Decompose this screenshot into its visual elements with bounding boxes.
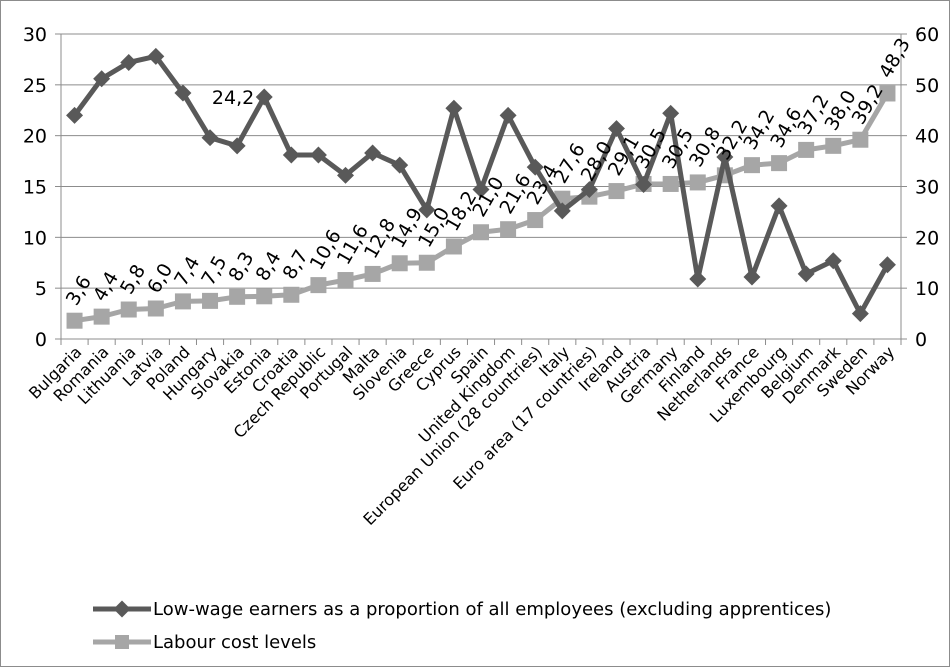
data-point-labour-cost — [256, 288, 273, 305]
data-point-low-wage — [93, 70, 111, 88]
right-tick-label: 40 — [915, 126, 939, 148]
data-point-low-wage — [228, 137, 246, 155]
data-point-labour-cost — [771, 155, 788, 172]
legend-item-low-wage: Low-wage earners as a proportion of all … — [93, 599, 831, 620]
right-tick-label: 30 — [915, 177, 939, 199]
data-point-labour-cost — [445, 238, 462, 255]
data-label-labour-cost: 8,3 — [224, 248, 258, 285]
data-point-labour-cost — [418, 254, 435, 271]
data-point-low-wage — [635, 175, 653, 193]
right-tick-label: 60 — [915, 24, 939, 46]
data-point-labour-cost — [229, 288, 246, 305]
data-point-low-wage — [743, 268, 761, 286]
left-tick-label: 30 — [23, 24, 47, 46]
data-point-low-wage — [878, 256, 896, 274]
right-tick-label: 20 — [915, 227, 939, 249]
data-point-low-wage — [120, 53, 138, 71]
series-low-wage — [66, 47, 896, 323]
axes — [55, 33, 907, 345]
data-point-labour-cost — [364, 265, 381, 282]
series-labour-cost — [66, 85, 896, 329]
data-point-low-wage — [66, 106, 84, 124]
data-label-labour-cost: 7,4 — [170, 253, 204, 290]
data-point-low-wage — [824, 252, 842, 270]
data-point-labour-cost — [391, 255, 408, 272]
data-point-low-wage — [364, 144, 382, 162]
data-point-labour-cost — [852, 131, 869, 148]
data-point-labour-cost — [120, 301, 137, 318]
data-point-low-wage — [553, 202, 571, 220]
legend-marker-square — [115, 635, 129, 649]
legend-item-labour-cost: Labour cost levels — [93, 632, 316, 653]
data-point-low-wage — [662, 104, 680, 122]
data-point-labour-cost — [879, 85, 896, 102]
data-point-labour-cost — [689, 174, 706, 191]
data-point-labour-cost — [500, 221, 517, 238]
legend-label-labour-cost: Labour cost levels — [153, 632, 316, 653]
left-tick-label: 0 — [35, 329, 47, 351]
data-point-labour-cost — [743, 157, 760, 174]
data-label-low-wage: 24,2 — [212, 87, 254, 109]
data-point-labour-cost — [798, 141, 815, 158]
right-tick-label: 10 — [915, 278, 939, 300]
left-axis-ticks: 0 5 10 15 20 25 30 — [23, 24, 47, 351]
data-point-labour-cost — [202, 292, 219, 309]
data-point-low-wage — [282, 146, 300, 164]
data-label-labour-cost: 8,4 — [252, 248, 286, 285]
data-point-labour-cost — [473, 224, 489, 241]
data-point-labour-cost — [66, 312, 83, 329]
data-point-labour-cost — [662, 175, 679, 192]
data-point-low-wage — [580, 181, 598, 199]
data-point-low-wage — [797, 265, 815, 283]
data-point-low-wage — [472, 181, 490, 199]
left-tick-label: 25 — [23, 75, 47, 97]
data-point-low-wage — [607, 120, 625, 138]
data-point-low-wage — [716, 148, 734, 166]
data-label-labour-cost: 5,8 — [116, 261, 150, 298]
data-label-labour-cost: 48,3 — [875, 34, 915, 82]
left-tick-label: 5 — [35, 278, 47, 300]
data-point-labour-cost — [174, 293, 191, 310]
category-labels: BulgariaRomaniaLithuaniaLatviaPolandHung… — [25, 342, 898, 529]
data-point-low-wage — [337, 166, 355, 184]
left-tick-label: 10 — [23, 227, 47, 249]
data-point-labour-cost — [825, 137, 842, 154]
left-tick-label: 15 — [23, 177, 47, 199]
data-point-labour-cost — [608, 183, 625, 200]
data-point-low-wage — [201, 129, 219, 147]
right-tick-label: 0 — [915, 329, 927, 351]
data-point-low-wage — [418, 201, 436, 219]
data-point-labour-cost — [283, 286, 300, 303]
data-point-labour-cost — [147, 300, 164, 317]
data-point-low-wage — [851, 305, 869, 323]
data-point-low-wage — [770, 197, 788, 215]
data-point-low-wage — [391, 156, 409, 174]
right-axis-ticks: 0 10 20 30 40 50 60 — [915, 24, 939, 351]
legend: Low-wage earners as a proportion of all … — [93, 599, 831, 653]
data-point-labour-cost — [93, 308, 110, 325]
data-point-labour-cost — [337, 272, 354, 289]
right-tick-label: 50 — [915, 75, 939, 97]
data-point-low-wage — [526, 158, 544, 176]
legend-marker-diamond — [113, 600, 131, 618]
data-point-low-wage — [174, 84, 192, 102]
legend-label-low-wage: Low-wage earners as a proportion of all … — [153, 599, 831, 620]
data-point-labour-cost — [527, 212, 544, 229]
data-point-low-wage — [309, 146, 327, 164]
data-point-low-wage — [689, 270, 707, 288]
data-point-low-wage — [499, 106, 517, 124]
data-point-low-wage — [255, 88, 273, 106]
left-tick-label: 20 — [23, 126, 47, 148]
data-point-labour-cost — [310, 277, 327, 294]
data-point-low-wage — [445, 99, 463, 117]
